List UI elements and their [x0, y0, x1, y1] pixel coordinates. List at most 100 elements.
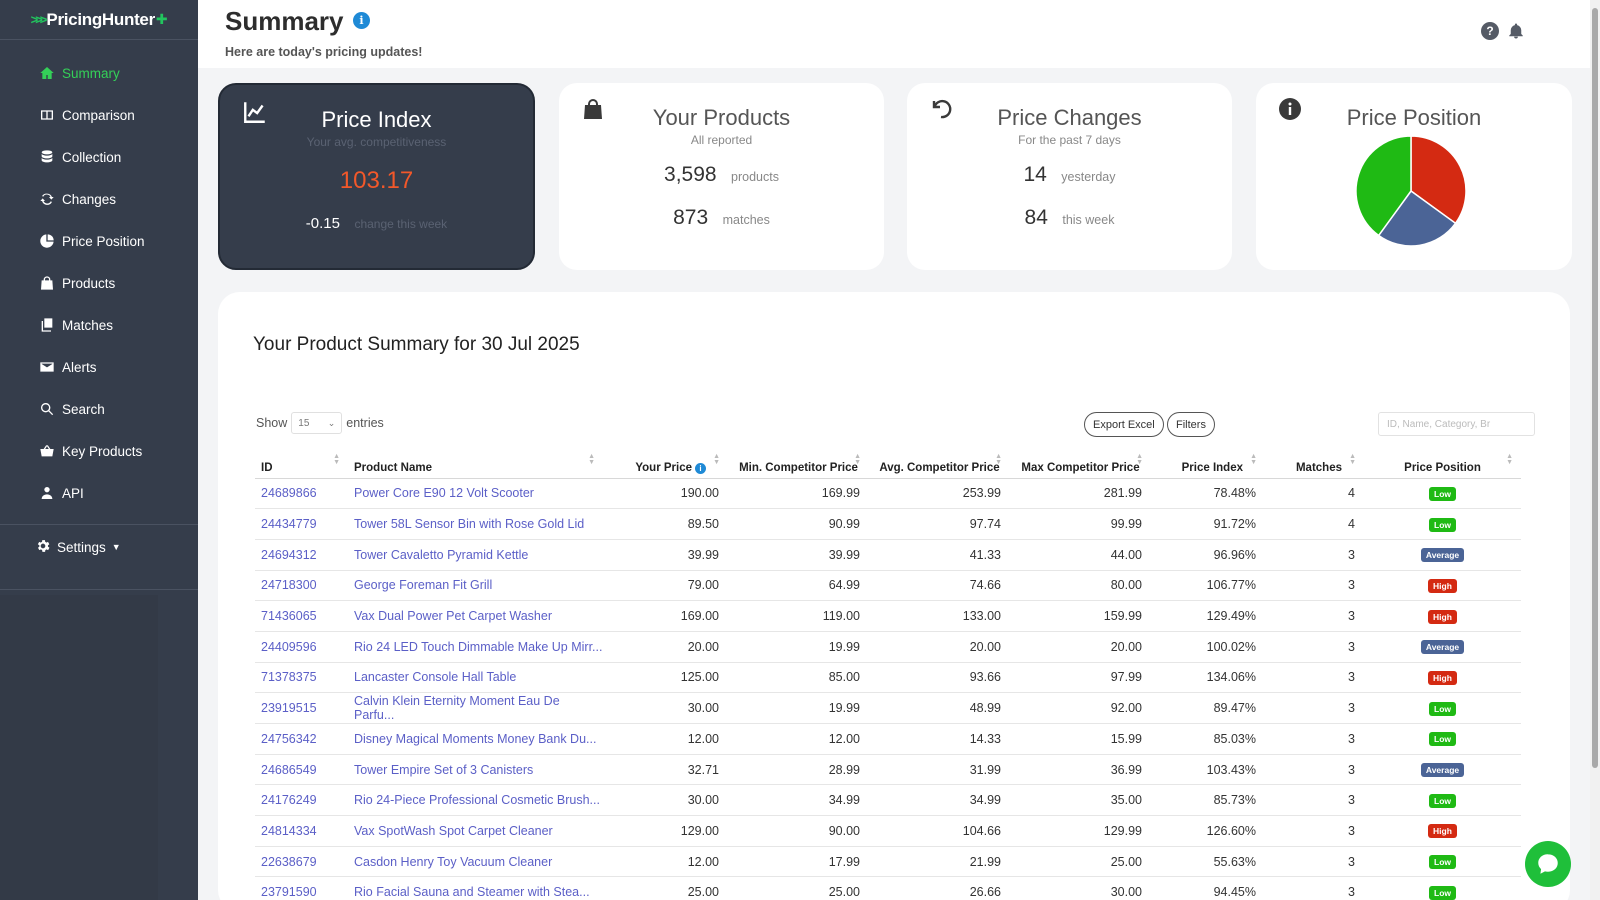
price-position-card[interactable]: Price Position — [1256, 83, 1572, 270]
product-id-link[interactable]: 24409596 — [255, 631, 348, 663]
matches-stat: 873 matches — [559, 206, 884, 230]
product-name-link[interactable]: Rio 24 LED Touch Dimmable Make Up Mirr..… — [348, 631, 603, 663]
table-row[interactable]: 71378375 Lancaster Console Hall Table 125.… — [255, 662, 1521, 694]
sort-icon[interactable]: ▲ ▼ — [588, 452, 595, 466]
bell-icon[interactable] — [1507, 22, 1525, 40]
table-search-input[interactable]: ID, Name, Category, Br — [1378, 412, 1535, 436]
column-header[interactable]: ID ▲ ▼ — [255, 436, 348, 479]
sidebar-item-key-products[interactable]: Key Products — [0, 430, 198, 472]
table-row[interactable]: 24409596 Rio 24 LED Touch Dimmable Make U… — [255, 631, 1521, 663]
product-id-link[interactable]: 71378375 — [255, 662, 348, 694]
entries-select[interactable]: 15 ⌄ — [291, 412, 343, 434]
column-header[interactable]: Avg. Competitor Price ▲ ▼ — [869, 436, 1010, 479]
table-row[interactable]: 24814334 Vax SpotWash Spot Carpet Cleaner… — [255, 815, 1521, 847]
sidebar-item-comparison[interactable]: Comparison — [0, 94, 198, 136]
pie-slice[interactable] — [1355, 135, 1412, 237]
product-id-link[interactable]: 24176249 — [255, 784, 348, 817]
product-name-link[interactable]: Power Core E90 12 Volt Scooter — [348, 478, 603, 510]
status-badge: Average — [1420, 640, 1465, 655]
sort-icon[interactable]: ▲ ▼ — [854, 452, 861, 466]
basket-icon — [38, 442, 56, 460]
table-row[interactable]: 71436065 Vax Dual Power Pet Carpet Washer… — [255, 600, 1521, 632]
export-excel-button[interactable]: Export Excel — [1084, 412, 1164, 437]
product-id-link[interactable]: 24686549 — [255, 754, 348, 786]
numeric-cell: 20.00 — [1010, 631, 1151, 663]
product-id-link[interactable]: 23791590 — [255, 876, 348, 900]
column-header[interactable]: Product Name ▲ ▼ — [348, 436, 603, 479]
sort-icon[interactable]: ▲ ▼ — [995, 452, 1002, 466]
product-id-link[interactable]: 24689866 — [255, 478, 348, 510]
product-name-link[interactable]: Tower Cavaletto Pyramid Kettle — [348, 539, 603, 571]
table-row[interactable]: 24176249 Rio 24-Piece Professional Cosmet… — [255, 784, 1521, 817]
product-id-link[interactable]: 24718300 — [255, 570, 348, 602]
help-icon[interactable]: ? — [1481, 22, 1499, 40]
sidebar-item-alerts[interactable]: Alerts — [0, 346, 198, 388]
sidebar-item-label: Price Position — [62, 233, 145, 249]
product-name-link[interactable]: Casdon Henry Toy Vacuum Cleaner — [348, 846, 603, 878]
sidebar-item-price-position[interactable]: Price Position — [0, 220, 198, 262]
product-name-link[interactable]: Tower 58L Sensor Bin with Rose Gold Lid — [348, 508, 603, 540]
sidebar-item-summary[interactable]: Summary — [0, 52, 198, 94]
table-row[interactable]: 24694312 Tower Cavaletto Pyramid Kettle 39… — [255, 539, 1521, 571]
product-id-link[interactable]: 22638679 — [255, 846, 348, 878]
sidebar-item-products[interactable]: Products — [0, 262, 198, 304]
product-id-link[interactable]: 23919515 — [255, 692, 348, 724]
pie-slice[interactable] — [1377, 189, 1457, 247]
product-name-link[interactable]: Rio Facial Sauna and Steamer with Stea..… — [348, 876, 603, 900]
table-row[interactable]: 24756342 Disney Magical Moments Money Ban… — [255, 723, 1521, 755]
info-icon[interactable]: i — [353, 12, 370, 29]
scrollbar-thumb[interactable] — [1592, 8, 1598, 768]
table-row[interactable]: 22638679 Casdon Henry Toy Vacuum Cleaner 1… — [255, 846, 1521, 878]
table-row[interactable]: 24689866 Power Core E90 12 Volt Scooter 19… — [255, 478, 1521, 510]
product-name-link[interactable]: Calvin Klein Eternity Moment Eau De Parf… — [348, 692, 603, 724]
sort-icon[interactable]: ▲ ▼ — [1506, 452, 1513, 466]
product-id-link[interactable]: 24756342 — [255, 723, 348, 755]
column-header[interactable]: Max Competitor Price ▲ ▼ — [1010, 436, 1151, 479]
info-icon[interactable]: i — [695, 462, 706, 474]
settings-menu[interactable]: Settings ▼ — [0, 525, 198, 569]
product-id-link[interactable]: 71436065 — [255, 600, 348, 632]
column-header[interactable]: Matches ▲ ▼ — [1265, 436, 1364, 479]
table-row[interactable]: 24686549 Tower Empire Set of 3 Canisters 3… — [255, 754, 1521, 786]
chat-button[interactable] — [1525, 841, 1571, 887]
product-name-link[interactable]: Vax Dual Power Pet Carpet Washer — [348, 600, 603, 632]
price-position-pie[interactable] — [1355, 135, 1467, 247]
product-name-link[interactable]: Rio 24-Piece Professional Cosmetic Brush… — [348, 784, 603, 817]
table-row[interactable]: 23791590 Rio Facial Sauna and Steamer wit… — [255, 876, 1521, 900]
pie-slice[interactable] — [1410, 135, 1467, 225]
sort-icon[interactable]: ▲ ▼ — [1136, 452, 1143, 466]
column-header[interactable]: Your Price i ▲ ▼ — [603, 436, 728, 479]
sidebar-item-changes[interactable]: Changes — [0, 178, 198, 220]
logo[interactable]: >>> PricingHunter ✚ — [0, 0, 198, 40]
sidebar-item-matches[interactable]: Matches — [0, 304, 198, 346]
sidebar-item-api[interactable]: API — [0, 472, 198, 514]
column-header[interactable]: Price Position ▲ ▼ — [1364, 436, 1521, 479]
page-scrollbar[interactable] — [1590, 0, 1600, 900]
your-products-card[interactable]: Your Products All reported 3,598 product… — [559, 83, 884, 270]
product-name-link[interactable]: George Foreman Fit Grill — [348, 570, 603, 602]
info-circle-icon — [1278, 97, 1304, 123]
sidebar-item-search[interactable]: Search — [0, 388, 198, 430]
sort-icon[interactable]: ▲ ▼ — [1349, 452, 1356, 466]
price-position-cell: Low — [1364, 508, 1521, 540]
product-id-link[interactable]: 24434779 — [255, 508, 348, 540]
product-id-link[interactable]: 24814334 — [255, 815, 348, 847]
column-header[interactable]: Min. Competitor Price ▲ ▼ — [728, 436, 869, 479]
sort-icon[interactable]: ▲ ▼ — [1250, 452, 1257, 466]
sort-icon[interactable]: ▲ ▼ — [713, 452, 720, 466]
price-index-card[interactable]: Price Index Your avg. competitiveness 10… — [218, 83, 535, 270]
table-row[interactable]: 24434779 Tower 58L Sensor Bin with Rose G… — [255, 508, 1521, 540]
sort-icon[interactable]: ▲ ▼ — [333, 452, 340, 466]
product-name-link[interactable]: Vax SpotWash Spot Carpet Cleaner — [348, 815, 603, 847]
product-id-link[interactable]: 24694312 — [255, 539, 348, 571]
price-changes-card[interactable]: Price Changes For the past 7 days 14 yes… — [907, 83, 1232, 270]
sidebar-item-collection[interactable]: Collection — [0, 136, 198, 178]
price-position-cell: High — [1364, 570, 1521, 602]
table-row[interactable]: 23919515 Calvin Klein Eternity Moment Eau… — [255, 692, 1521, 724]
product-name-link[interactable]: Disney Magical Moments Money Bank Du... — [348, 723, 603, 755]
column-header[interactable]: Price Index ▲ ▼ — [1151, 436, 1265, 479]
product-name-link[interactable]: Lancaster Console Hall Table — [348, 662, 603, 694]
table-row[interactable]: 24718300 George Foreman Fit Grill 79.00 64.… — [255, 570, 1521, 602]
product-name-link[interactable]: Tower Empire Set of 3 Canisters — [348, 754, 603, 786]
filters-button[interactable]: Filters — [1167, 412, 1215, 437]
